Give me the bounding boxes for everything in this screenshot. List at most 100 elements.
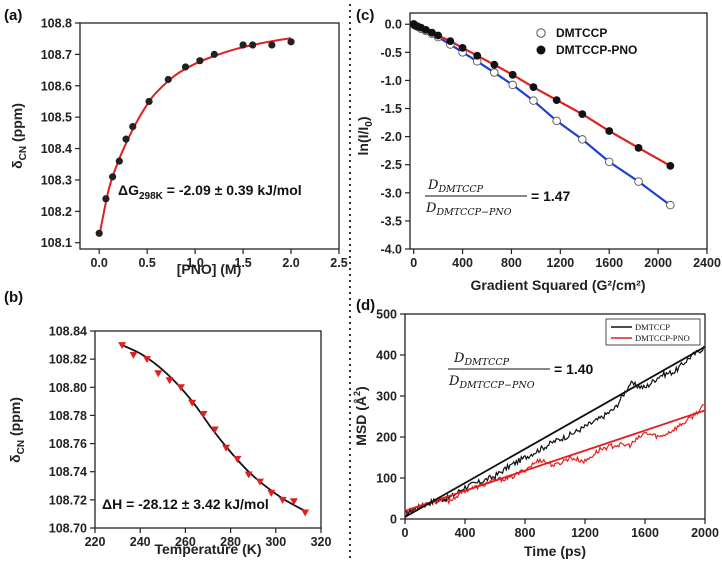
panel-a-data-point bbox=[129, 122, 137, 131]
panel-b: (b) 220 240 260 280 300 320 108.70108.72108.7… bbox=[4, 289, 331, 557]
panel-b-y-tick-label: 108.76 bbox=[49, 437, 87, 451]
panel-a-data-point bbox=[122, 135, 130, 143]
panel-c-dmtccp-point bbox=[578, 135, 587, 144]
panel-c-diffusion-ratio: DDMTCCP DDMTCCP−PNO = 1.47 bbox=[425, 178, 571, 218]
panel-c-x-tick-label: 800 bbox=[501, 256, 522, 270]
panel-d-x-tick-label: 400 bbox=[455, 526, 476, 540]
panel-d-legend-dmtccp-pno: DMTCCP-PNO bbox=[635, 333, 690, 343]
panel-b-x-tick-label: 320 bbox=[311, 535, 332, 549]
panel-a-x-tick-label: 0.0 bbox=[90, 256, 107, 270]
panel-c: (c) 0 400 800 1200 1600 2000 2400 0.0 -0.5 -1.0 -… bbox=[355, 7, 721, 293]
panel-d: (d) 0 400 800 1200 1600 2000 0 100 200 300 400 500… bbox=[352, 297, 719, 559]
panel-b-y-tick-label: 108.84 bbox=[49, 325, 87, 339]
panel-a-data-point bbox=[196, 57, 204, 65]
panel-c-dmtccp-pno-point bbox=[421, 25, 430, 34]
panel-a-data-point bbox=[115, 157, 123, 165]
panel-c-points bbox=[409, 19, 675, 210]
panel-b-x-tick-label: 260 bbox=[175, 535, 196, 549]
panel-c-x-tick-label: 400 bbox=[452, 256, 473, 270]
panel-d-y-tick-label: 0 bbox=[390, 513, 397, 527]
panel-c-legend-dmtccp-pno: DMTCCP-PNO bbox=[556, 43, 637, 57]
panel-a-frame bbox=[79, 22, 340, 250]
panel-b-y-tick-label: 108.74 bbox=[49, 465, 87, 479]
panel-c-x-tick-label: 2000 bbox=[644, 256, 672, 270]
panel-a-y-tick-label: 108.2 bbox=[41, 205, 72, 219]
panel-c-label: (c) bbox=[356, 7, 374, 24]
panel-d-ratio-denominator: DDMTCCP−PNO bbox=[448, 374, 535, 391]
panel-b-data-point bbox=[176, 384, 185, 392]
panel-a-data-point bbox=[249, 41, 257, 49]
panel-a-data-point bbox=[210, 50, 218, 58]
panel-a-data-point bbox=[145, 97, 153, 106]
panel-c-ratio-value: = 1.47 bbox=[531, 188, 571, 204]
panel-d-ylabel: MSD (Å2) bbox=[352, 386, 369, 445]
panel-c-y-tick-label: -4.0 bbox=[380, 243, 402, 257]
panel-b-frame bbox=[94, 330, 322, 529]
panel-a-y-tick-label: 108.1 bbox=[41, 236, 72, 250]
panel-c-dmtccp-pno-point bbox=[446, 37, 455, 45]
panel-b-data-point bbox=[301, 509, 310, 517]
panel-b-data-point bbox=[188, 399, 197, 407]
panel-c-ratio-denominator: DDMTCCP−PNO bbox=[425, 201, 512, 218]
panel-a-data-point bbox=[164, 75, 172, 84]
panel-c-dmtccp-pno-point bbox=[473, 51, 482, 60]
panel-d-legend-dmtccp: DMTCCP bbox=[635, 322, 670, 332]
panel-a-y-ticks: 108.1 108.2 108.3 108.4 108.5 108.6 108.7 108.8 bbox=[41, 17, 80, 250]
panel-c-y-tick-label: -1.0 bbox=[380, 74, 402, 88]
panel-c-dmtccp-point bbox=[552, 116, 561, 126]
panel-c-dmtccp-point bbox=[529, 96, 538, 105]
panel-b-data-point bbox=[233, 456, 242, 464]
panel-d-x-ticks: 0 400 800 1200 1600 2000 bbox=[402, 519, 719, 540]
panel-a-data-point bbox=[287, 38, 295, 46]
panel-a-y-tick-label: 108.4 bbox=[41, 142, 72, 156]
panel-b-data-point bbox=[244, 471, 253, 479]
panel-a-data-point bbox=[95, 229, 103, 237]
panel-d-y-tick-label: 300 bbox=[376, 390, 397, 404]
panel-a-xlabel: [PNO] (M) bbox=[177, 261, 242, 277]
panel-d-y-tick-label: 500 bbox=[376, 308, 397, 322]
panel-b-ylabel: δCN (ppm) bbox=[7, 397, 27, 463]
panel-a-x-tick-label: 2.0 bbox=[282, 256, 299, 270]
panel-c-dmtccp-pno-point bbox=[428, 28, 436, 37]
panel-b-y-tick-label: 108.70 bbox=[49, 522, 87, 536]
panel-a-y-tick-label: 108.7 bbox=[41, 48, 72, 62]
panel-d-y-tick-label: 400 bbox=[376, 349, 397, 363]
panel-c-y-tick-label: -1.5 bbox=[380, 102, 402, 116]
legend-filled-circle-icon bbox=[536, 45, 546, 55]
panel-c-dmtccp-pno-point bbox=[552, 96, 561, 104]
panel-c-dmtccp-pno-point bbox=[508, 70, 517, 79]
panel-b-data-point bbox=[278, 496, 287, 504]
panel-b-data-point bbox=[142, 356, 151, 364]
panel-c-dmtccp-pno-point bbox=[634, 143, 643, 152]
panel-c-y-tick-label: -3.0 bbox=[380, 186, 402, 200]
panel-c-y-tick-label: -2.0 bbox=[380, 130, 402, 144]
panel-c-dmtccp-point bbox=[508, 80, 517, 90]
panel-b-data-point bbox=[255, 478, 264, 486]
panel-a-x-tick-label: 0.5 bbox=[138, 256, 155, 270]
panel-a-data-point bbox=[109, 173, 117, 181]
panel-b-x-tick-label: 240 bbox=[130, 535, 151, 549]
panel-a-data-point bbox=[102, 195, 110, 203]
panel-b-xlabel: Temperature (K) bbox=[154, 541, 261, 557]
panel-c-dmtccp-point bbox=[604, 157, 614, 167]
panel-b-label: (b) bbox=[4, 289, 23, 306]
panel-b-x-ticks: 220 240 260 280 300 320 bbox=[85, 528, 332, 549]
panel-a-y-tick-label: 108.5 bbox=[41, 111, 72, 125]
panel-c-dmtccp-pno-point bbox=[458, 43, 467, 52]
panel-c-dmtccp-pno-point bbox=[434, 31, 443, 40]
panel-c-x-tick-label: 1600 bbox=[595, 256, 623, 270]
panel-a-y-tick-label: 108.8 bbox=[41, 17, 72, 31]
panel-a-y-tick-label: 108.3 bbox=[41, 173, 72, 187]
panel-d-x-tick-label: 0 bbox=[402, 526, 409, 540]
panel-c-y-tick-label: -2.5 bbox=[380, 158, 402, 172]
panel-d-legend-box bbox=[605, 318, 701, 346]
panel-b-data-point bbox=[289, 498, 298, 506]
panel-a-x-tick-label: 2.5 bbox=[330, 256, 347, 270]
panel-a-data-point bbox=[181, 63, 190, 71]
panel-a-x-ticks: 0.0 0.5 1.0 1.5 2.0 2.5 bbox=[90, 249, 348, 270]
panel-c-dmtccp-pno-point bbox=[529, 83, 538, 92]
panel-c-dmtccp-point bbox=[666, 200, 675, 210]
panel-c-x-tick-label: 0 bbox=[410, 256, 417, 270]
panel-d-frame bbox=[404, 313, 706, 520]
panel-b-delta-h-annotation: ΔH = -28.12 ± 3.42 kJ/mol bbox=[102, 496, 269, 512]
